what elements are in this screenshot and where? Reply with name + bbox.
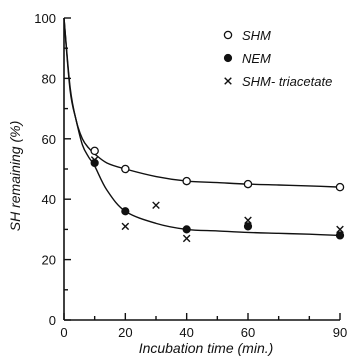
legend: SHM NEM SHM- triacetate: [223, 28, 332, 89]
data-point: [182, 225, 191, 234]
fit-curves: [63, 17, 341, 237]
legend-label: SHM- triacetate: [242, 74, 332, 89]
y-tick-label: 80: [42, 71, 56, 86]
data-point: [335, 182, 345, 192]
y-tick-label: 40: [42, 192, 56, 207]
data-point: [243, 222, 253, 231]
data-point: [244, 216, 252, 225]
x-tick-label: 20: [118, 325, 132, 340]
legend-marker-1: [223, 53, 233, 63]
data-point: [90, 146, 99, 156]
fit-curve-1: [63, 17, 341, 237]
y-axis-title: SH remaining (%): [7, 121, 23, 231]
legend-label: NEM: [242, 51, 271, 66]
y-tick-label: 20: [42, 253, 56, 268]
data-point: [121, 164, 130, 174]
x-tick-label: 40: [179, 325, 193, 340]
fit-curve-0: [63, 17, 341, 188]
data-point: [121, 222, 130, 231]
axis-ticks: 0 20 40 60 80 100 0 20 40 60 90: [34, 11, 347, 340]
x-tick-label: 0: [60, 325, 67, 340]
y-tick-label: 0: [49, 313, 56, 328]
y-tick-label: 100: [34, 11, 56, 26]
x-axis-title: Incubation time (min.): [139, 340, 274, 356]
data-point: [152, 201, 160, 210]
data-points: [90, 146, 345, 243]
data-point: [243, 179, 253, 189]
data-point: [182, 234, 191, 243]
legend-label: SHM: [242, 28, 271, 43]
legend-marker-0: [223, 30, 233, 40]
data-point: [335, 231, 345, 240]
data-point: [90, 156, 99, 164]
legend-marker-2: [224, 77, 232, 85]
x-tick-label: 60: [241, 325, 255, 340]
x-tick-label: 90: [333, 325, 347, 340]
y-tick-label: 60: [42, 132, 56, 147]
plot-axes: [63, 18, 340, 321]
data-point: [121, 207, 130, 216]
data-point: [336, 225, 344, 234]
data-point: [182, 176, 191, 186]
